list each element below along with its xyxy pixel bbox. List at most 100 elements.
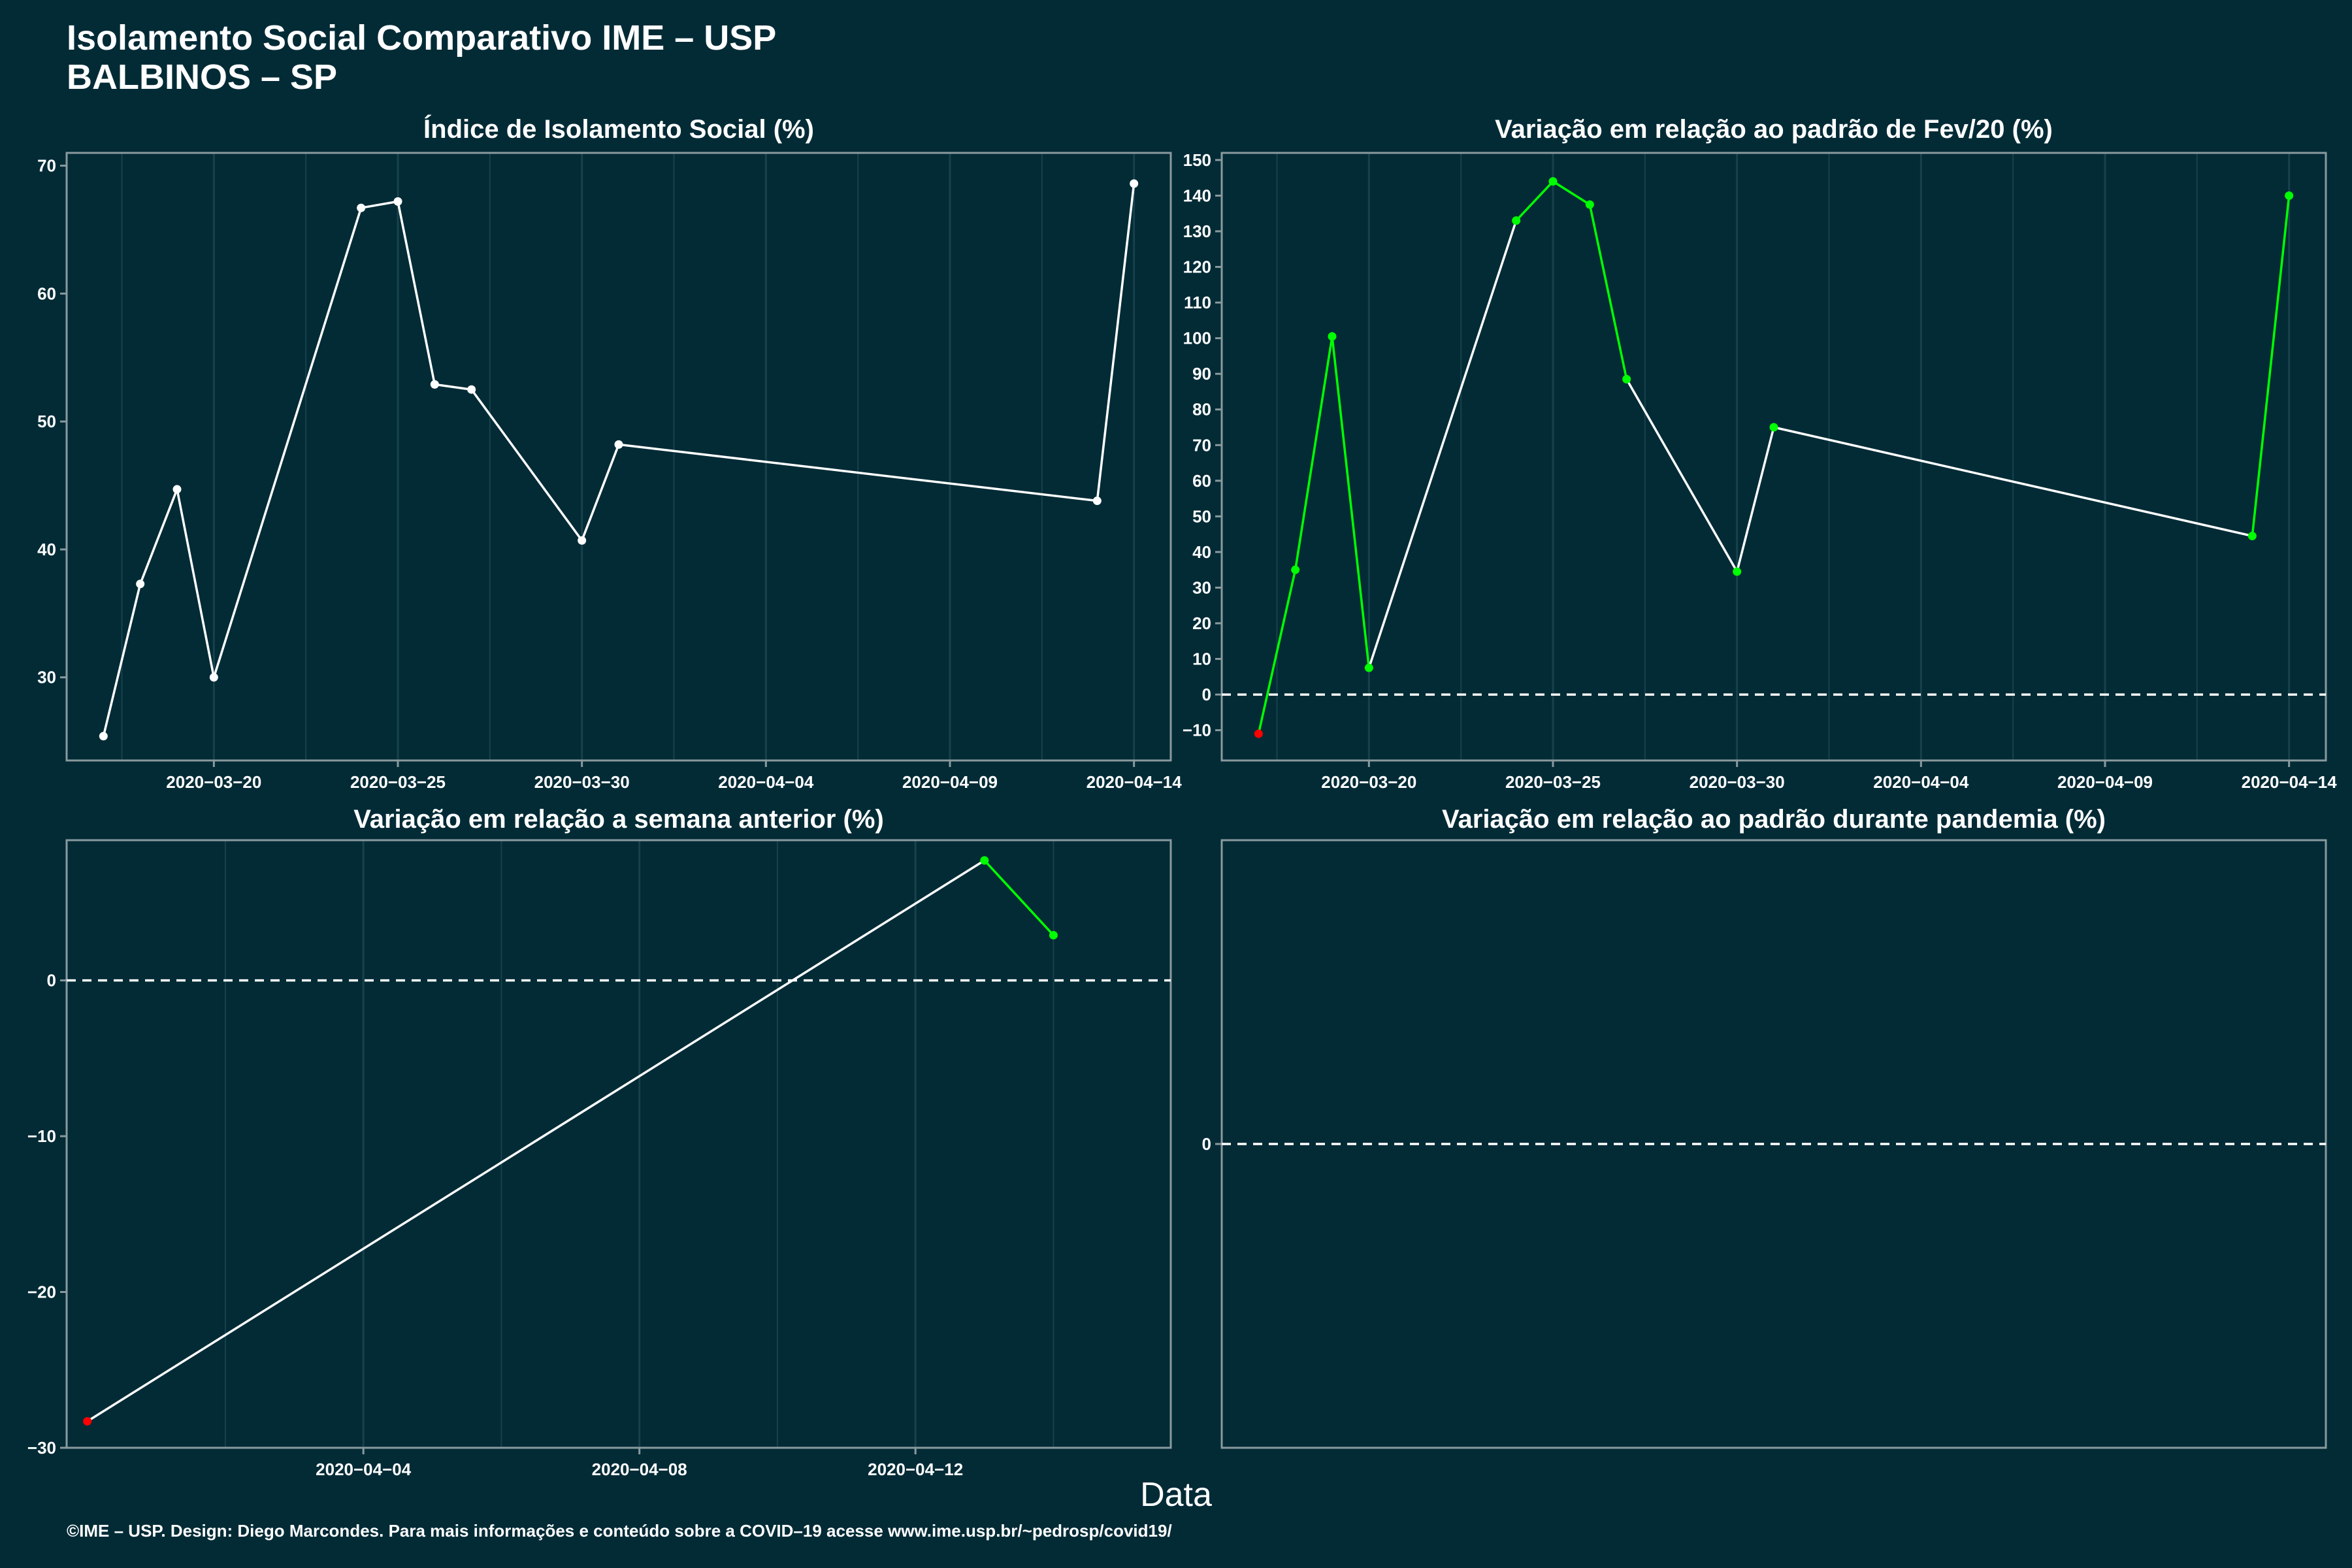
y-tick-label: −20 <box>27 1282 56 1302</box>
panel-4-title: Variação em relação ao padrão durante pa… <box>1442 805 2106 834</box>
y-tick-label: 70 <box>37 156 56 176</box>
y-tick-label: 50 <box>37 412 56 431</box>
series-segment <box>1331 335 1371 669</box>
data-point <box>393 197 402 206</box>
panel-2-chart: −10 0 10 20 30 40 50 60 70 80 90 100 110 120 130 140 150… <box>1183 150 2337 792</box>
y-tick-label: 130 <box>1183 221 1211 241</box>
data-point <box>1733 567 1742 576</box>
title-line-1: Isolamento Social Comparativo IME – USP <box>67 18 777 57</box>
series-segment <box>86 859 986 1423</box>
plot-frame <box>65 152 1172 762</box>
series-segment <box>397 200 436 386</box>
y-tick-label: 60 <box>1192 471 1211 491</box>
y-tick-label: 60 <box>37 284 56 303</box>
data-point <box>578 536 587 545</box>
y-tick-label: −30 <box>27 1438 56 1458</box>
x-tick-label: 2020−03−30 <box>1690 772 1785 792</box>
y-tick-label: 0 <box>1202 1134 1211 1154</box>
series-segment <box>1625 378 1739 573</box>
x-tick-label: 2020−04−09 <box>902 772 998 792</box>
data-point <box>172 485 182 494</box>
series-segment <box>1257 568 1297 735</box>
data-point <box>467 385 476 394</box>
series-segment <box>139 488 178 585</box>
panel-1-chart: 30 40 50 60 70 2020−03−20 2020−03−25 2020−03−30… <box>37 152 1182 792</box>
x-tick-label: 2020−04−14 <box>1086 772 1183 792</box>
y-tick-label: −10 <box>1183 721 1211 740</box>
x-tick-label: 2020−03−20 <box>166 772 261 792</box>
series-segment <box>617 443 1099 502</box>
data-point <box>614 440 623 449</box>
y-tick-label: −10 <box>27 1126 56 1146</box>
panel-3-chart: −30 −20 −10 0 2020−04−04 2020−04−08 2020−04−12 <box>27 839 1172 1479</box>
series-segment <box>1294 335 1333 571</box>
x-tick-label: 2020−04−04 <box>718 772 814 792</box>
data-point <box>1512 216 1521 225</box>
x-tick-label: 2020−04−04 <box>1873 772 1969 792</box>
plot-frame <box>1220 152 2327 762</box>
data-point <box>136 580 145 589</box>
data-point <box>2285 191 2294 200</box>
y-tick-label: 0 <box>47 971 56 990</box>
y-tick-label: 10 <box>1192 649 1211 669</box>
x-tick-label: 2020−04−04 <box>316 1460 412 1479</box>
series-segment <box>1552 180 1592 206</box>
data-point <box>83 1416 92 1426</box>
data-point <box>209 673 218 682</box>
panel-3-title: Variação em relação a semana anterior (%… <box>353 805 884 834</box>
y-tick-label: 30 <box>37 668 56 687</box>
y-tick-label: 90 <box>1192 364 1211 384</box>
y-tick-label: 20 <box>1192 613 1211 633</box>
series-segment <box>2251 194 2291 538</box>
y-tick-label: 70 <box>1192 435 1211 455</box>
data-point <box>1622 374 1631 384</box>
data-point <box>1291 565 1300 574</box>
series-segment <box>1588 203 1628 381</box>
x-tick-label: 2020−04−08 <box>592 1460 687 1479</box>
y-tick-label: 140 <box>1183 186 1211 205</box>
data-point <box>1769 423 1778 432</box>
data-point <box>1548 177 1558 186</box>
series-segment <box>176 488 216 679</box>
x-tick-label: 2020−03−25 <box>1505 772 1601 792</box>
footer-caption: ©IME – USP. Design: Diego Marcondes. Par… <box>67 1521 1172 1541</box>
data-point <box>430 380 439 389</box>
x-tick-label: 2020−03−20 <box>1321 772 1416 792</box>
title-line-2: BALBINOS – SP <box>67 57 338 97</box>
series-segment <box>1367 219 1518 669</box>
x-tick-label: 2020−04−12 <box>868 1460 963 1479</box>
x-tick-label: 2020−04−09 <box>2057 772 2153 792</box>
x-tick-label: 2020−03−25 <box>350 772 446 792</box>
y-tick-label: 40 <box>37 540 56 559</box>
series-segment <box>1735 426 1775 573</box>
series-segment <box>102 583 142 738</box>
data-point <box>1585 200 1594 209</box>
plot-frame <box>65 839 1172 1449</box>
panel-4-chart: 0 <box>1202 839 2327 1449</box>
series-segment <box>1514 180 1554 222</box>
y-tick-label: 0 <box>1202 685 1211 704</box>
data-point <box>1049 930 1058 939</box>
data-point <box>980 856 989 865</box>
y-tick-label: 30 <box>1192 578 1211 597</box>
x-axis-title: Data <box>1140 1476 1212 1514</box>
data-point <box>99 732 108 741</box>
data-point <box>357 203 366 212</box>
series-segment <box>212 206 363 679</box>
series-segment <box>470 388 583 542</box>
series-segment <box>580 443 620 542</box>
data-point <box>1130 179 1139 188</box>
y-tick-label: 120 <box>1183 257 1211 277</box>
y-tick-label: 50 <box>1192 506 1211 526</box>
series-segment <box>983 859 1055 937</box>
series-segment <box>359 200 399 209</box>
series-segment <box>1772 426 2254 538</box>
y-tick-label: 100 <box>1183 329 1211 348</box>
x-tick-label: 2020−04−14 <box>2242 772 2338 792</box>
y-tick-label: 40 <box>1192 542 1211 562</box>
data-point <box>1328 332 1337 341</box>
panel-1-title: Índice de Isolamento Social (%) <box>423 115 814 144</box>
y-tick-label: 150 <box>1183 150 1211 170</box>
series-segment <box>1096 182 1135 502</box>
data-point <box>2247 531 2257 540</box>
